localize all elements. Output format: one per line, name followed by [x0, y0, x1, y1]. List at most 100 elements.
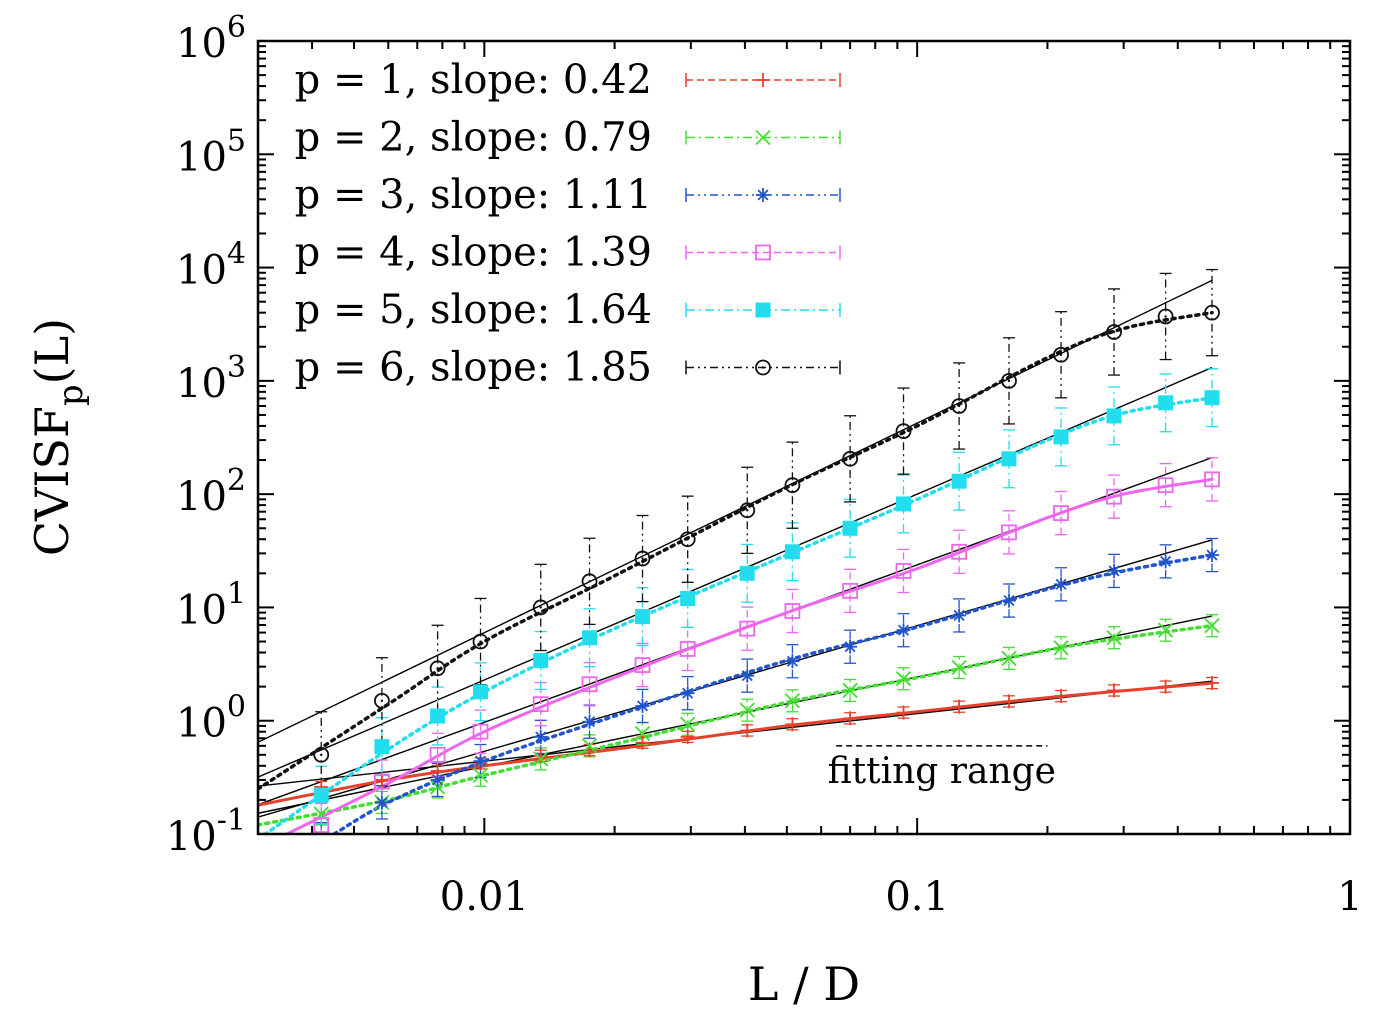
error-bar-p5 — [1206, 368, 1219, 428]
error-bar-p4 — [1108, 474, 1121, 519]
data-point-p4 — [634, 657, 651, 673]
data-point-p6 — [951, 398, 968, 414]
error-bar-p3 — [1055, 567, 1068, 602]
fit-lines — [258, 279, 1213, 818]
data-point-p3 — [680, 686, 695, 701]
error-bars — [315, 268, 1219, 834]
error-bar-p4 — [786, 588, 799, 634]
fit-line-p6 — [258, 279, 1213, 743]
error-bar-p2 — [1108, 626, 1121, 650]
error-bar-p5 — [1055, 407, 1068, 467]
data-point-p3 — [1107, 563, 1122, 578]
error-bar-p4 — [741, 606, 754, 651]
data-point-p4 — [313, 817, 330, 833]
x-axis-label: L / D — [748, 957, 860, 1011]
fit-curve-p4 — [285, 477, 1214, 834]
data-point-p6 — [313, 746, 330, 763]
data-point-p6 — [374, 692, 390, 709]
error-bar-p3 — [1206, 537, 1219, 573]
data-point-p1 — [843, 711, 858, 726]
data-point-p5 — [739, 565, 755, 581]
data-point-p1 — [740, 723, 755, 738]
data-point-p6 — [581, 573, 598, 590]
error-bar-p5 — [1108, 386, 1121, 446]
data-point-p6 — [429, 660, 446, 677]
data-point-p5 — [1001, 451, 1017, 467]
data-point-p2 — [1204, 618, 1220, 634]
data-point-p2 — [1053, 640, 1069, 656]
legend-label-p5: p = 5, slope: 1.64 — [295, 287, 652, 333]
data-point-p4 — [1204, 471, 1220, 488]
data-point-p4 — [679, 641, 696, 657]
data-point-p4 — [581, 676, 598, 693]
data-point-p6 — [784, 477, 801, 494]
error-bar-p3 — [315, 821, 328, 834]
data-point-p1 — [952, 699, 967, 714]
error-bar-p5 — [741, 543, 754, 603]
data-point-p4 — [472, 723, 489, 740]
data-point-p4 — [895, 563, 912, 579]
data-point-p4 — [374, 773, 390, 790]
data-point-p5 — [896, 496, 912, 512]
fit-curve-p6 — [258, 310, 1214, 791]
error-bar-p3 — [953, 598, 966, 633]
error-bar-p4 — [844, 568, 857, 614]
data-point-p6 — [532, 599, 549, 616]
data-point-p3 — [740, 668, 755, 683]
data-point-p5 — [1106, 408, 1122, 424]
data-point-p5 — [1053, 429, 1069, 445]
data-point-p2 — [842, 682, 858, 699]
data-point-p5 — [784, 544, 800, 560]
data-point-p3 — [1054, 577, 1069, 592]
data-point-p2 — [784, 693, 801, 709]
data-point-p6 — [634, 550, 651, 567]
y-tick-label: 100 — [176, 690, 246, 747]
y-tick-label: 103 — [176, 350, 246, 407]
data-point-p5 — [635, 609, 651, 625]
data-point-p2 — [634, 725, 651, 742]
data-point-p5 — [313, 787, 329, 803]
x-tick-label: 1 — [1337, 874, 1362, 920]
data-point-p3 — [374, 795, 389, 810]
legend: p = 1, slope: 0.42 p = 2, slope: 0.79 p = … — [295, 57, 841, 391]
error-bar-p2 — [1003, 646, 1016, 671]
data-point-p4 — [532, 696, 549, 713]
data-point-p3 — [785, 654, 800, 669]
y-tick-label: 101 — [176, 576, 246, 633]
data-point-p5 — [374, 739, 390, 755]
data-point-p2 — [739, 702, 755, 718]
data-point-p5 — [680, 590, 696, 606]
error-bar-p4 — [1206, 457, 1219, 502]
data-point-p1 — [533, 748, 548, 763]
data-point-p5 — [533, 653, 549, 669]
data-point-p3 — [473, 754, 488, 769]
data-point-p5 — [582, 630, 598, 646]
axes: 0.01 0.1 1 10-1 100 101 102 103 104 105 106 L / D CV… — [25, 10, 1363, 1011]
error-bar-p3 — [786, 644, 799, 679]
data-point-p4 — [1053, 505, 1069, 522]
error-bar-p3 — [897, 612, 910, 648]
error-bar-p2 — [786, 689, 799, 713]
data-point-p6 — [739, 502, 756, 519]
data-point-p2 — [472, 767, 489, 783]
data-point-p1 — [896, 705, 911, 720]
data-point-p6 — [1001, 372, 1017, 389]
legend-marker-p4 — [755, 244, 771, 261]
error-bar-p2 — [1159, 618, 1172, 642]
data-point-p3 — [1205, 548, 1220, 563]
data-point-p4 — [1157, 477, 1174, 494]
error-bar-p5 — [897, 474, 910, 534]
fit-curve-p5 — [262, 395, 1214, 834]
data-point-p6 — [1204, 304, 1220, 321]
data-point-p1 — [1158, 679, 1173, 694]
data-point-p5 — [473, 684, 489, 700]
data-point-p3 — [533, 729, 548, 744]
data-point-p6 — [1157, 308, 1174, 325]
fitting-range-annotation: fitting range — [828, 745, 1056, 792]
error-bar-p2 — [741, 698, 754, 722]
data-point-p4 — [784, 603, 801, 619]
legend-marker-p1 — [756, 73, 770, 87]
data-point-p1 — [1205, 676, 1220, 691]
data-point-p4 — [842, 582, 859, 599]
y-tick-label: 102 — [176, 463, 246, 520]
